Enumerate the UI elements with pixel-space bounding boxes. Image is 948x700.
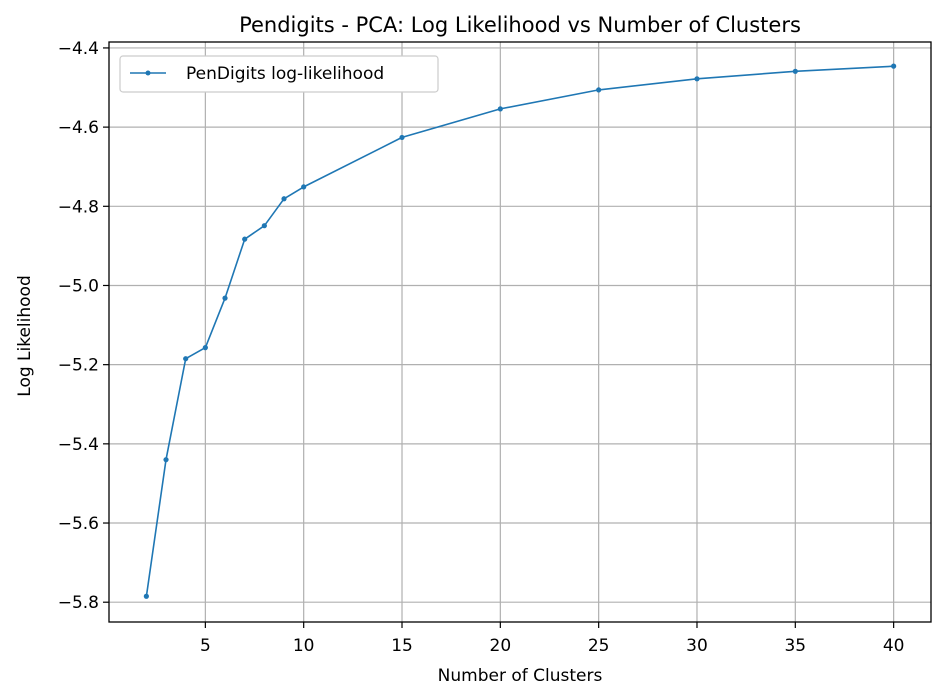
data-point [596,87,602,93]
data-point [792,68,798,74]
legend-point-marker [145,70,151,76]
y-tick-label: −5.0 [58,276,99,296]
data-point [183,356,189,362]
series-layer [143,63,897,599]
y-tick-label: −4.6 [58,118,99,138]
data-point [891,63,897,69]
x-tick-label: 15 [391,636,413,656]
y-tick-label: −5.8 [58,593,99,613]
chart-title: Pendigits - PCA: Log Likelihood vs Numbe… [239,13,801,37]
x-tick-label: 10 [293,636,315,656]
x-tick-label: 5 [200,636,211,656]
data-point [497,106,503,112]
x-tick-label: 20 [490,636,512,656]
data-point [163,457,169,463]
data-point [301,184,307,190]
data-point [694,76,700,82]
y-tick-label: −4.8 [58,197,99,217]
y-tick-label: −4.4 [58,39,99,59]
y-axis-label: Log Likelihood [15,275,35,396]
data-point [143,593,149,599]
x-axis-label: Number of Clusters [438,666,603,686]
legend-label: PenDigits log-likelihood [186,64,384,84]
x-tick-label: 30 [686,636,708,656]
y-tick-label: −5.2 [58,356,99,376]
x-tick-label: 25 [588,636,610,656]
data-point [261,223,267,229]
y-tick-label: −5.6 [58,514,99,534]
legend: PenDigits log-likelihood [119,55,439,93]
plot-frame [108,41,932,623]
data-point [202,345,208,351]
grid [109,42,931,622]
data-point [281,196,287,202]
x-tick-label: 40 [883,636,905,656]
y-tick-label: −5.4 [58,435,99,455]
x-tick-label: 35 [784,636,806,656]
data-point [242,236,248,242]
data-point [222,295,228,301]
x-axis: 5 10 15 20 25 30 35 40 [200,622,905,656]
y-axis: −5.8 −5.6 −5.4 −5.2 −5.0 −4.8 −4.6 −4.4 [58,39,109,613]
data-point [399,134,405,141]
legend-box [119,55,439,93]
